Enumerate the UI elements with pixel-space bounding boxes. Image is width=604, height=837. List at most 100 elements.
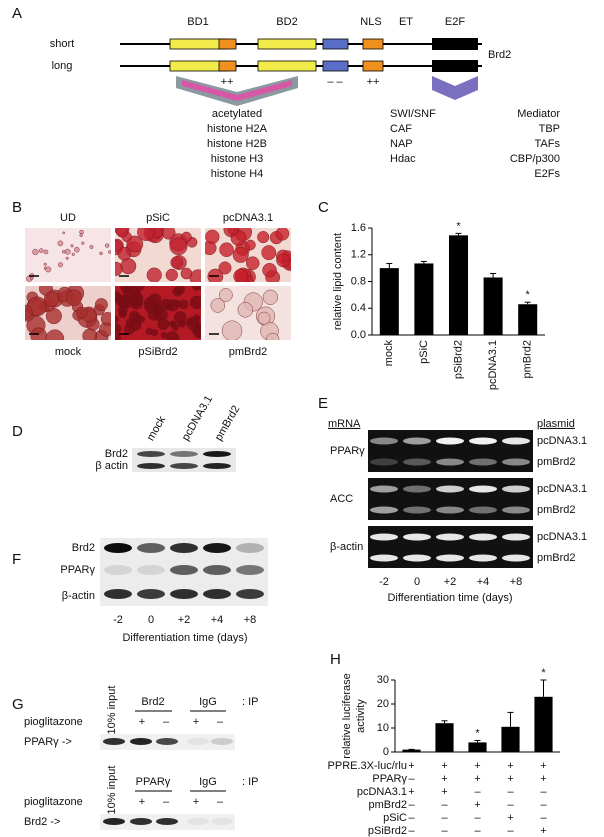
bd-partner: histone H3 (211, 153, 264, 165)
cell (146, 267, 162, 282)
cell (160, 298, 172, 311)
band (170, 589, 198, 599)
panel-label: F (12, 551, 21, 568)
cell (43, 291, 60, 307)
cell (108, 250, 111, 254)
cell (192, 286, 201, 291)
bar (435, 723, 454, 752)
cell (245, 239, 256, 251)
sign: – (474, 786, 481, 798)
band (236, 543, 264, 553)
input-label: 10% input (106, 766, 118, 815)
blue-box (322, 60, 349, 72)
time-label: +4 (477, 576, 490, 588)
y-axis-label: relative lipid content (332, 233, 344, 330)
sign: + (540, 825, 546, 837)
band (211, 818, 233, 825)
gel-band (502, 458, 530, 466)
y-axis-label: activity (355, 699, 367, 733)
cell (205, 229, 220, 244)
cell (76, 306, 88, 319)
gel-band (502, 506, 530, 514)
sign: – (540, 799, 547, 811)
cell (210, 298, 225, 313)
sign: – (163, 716, 170, 728)
band (236, 565, 264, 575)
gel-band (370, 485, 398, 493)
panel-label: E (318, 395, 328, 412)
row-label: long (52, 60, 73, 72)
cells (210, 288, 280, 340)
column-header: mRNA (328, 418, 361, 430)
band (137, 543, 165, 553)
condition-label: pSiC (383, 812, 407, 824)
band (156, 738, 178, 745)
gel (368, 430, 533, 472)
cell (115, 315, 119, 324)
time-label: 0 (148, 614, 154, 626)
orange-box (218, 60, 237, 72)
gel-band (502, 533, 530, 541)
antibody-label: PPARγ (136, 776, 171, 788)
target-label: Brd2 -> (24, 816, 60, 828)
bar (402, 749, 421, 752)
cell (257, 231, 270, 244)
panel-label: B (12, 199, 22, 216)
bd2-box (257, 38, 317, 50)
time-label: 0 (414, 576, 420, 588)
sign: + (474, 799, 480, 811)
band (137, 451, 165, 457)
cell (89, 245, 94, 249)
sign: + (193, 716, 199, 728)
gel-band (469, 485, 497, 493)
gel-band (403, 458, 431, 466)
cells (115, 228, 201, 282)
bd-partner: acetylated (212, 108, 262, 120)
cell (119, 309, 127, 317)
cell (186, 318, 193, 325)
ip-label: : IP (242, 696, 259, 708)
band (170, 463, 198, 469)
input-label: 10% input (106, 686, 118, 735)
plasmid-label: pmBrd2 (537, 504, 576, 516)
band (170, 543, 198, 553)
cell (30, 327, 47, 340)
y-tick-label: 1.6 (351, 222, 366, 234)
sign: – (441, 799, 448, 811)
band (104, 565, 132, 575)
y-tick-label: 20 (377, 698, 389, 710)
et-partner: Hdac (390, 153, 416, 165)
e2f-chevron (432, 76, 478, 100)
cell (71, 252, 75, 256)
image-label: pmBrd2 (229, 346, 268, 358)
micrograph (25, 228, 111, 282)
cell (30, 276, 34, 280)
sign: – (540, 786, 547, 798)
cells (25, 286, 111, 340)
et-partner: NAP (390, 138, 413, 150)
x-tick-label: pSiBrd2 (452, 340, 464, 379)
blue-box (322, 38, 349, 50)
cell (275, 228, 290, 241)
cell (81, 241, 85, 245)
target-label: PPARγ -> (24, 736, 72, 748)
bar (501, 726, 520, 752)
sign: – (408, 825, 415, 837)
sign: + (507, 773, 513, 785)
band (137, 589, 165, 599)
band (103, 818, 125, 825)
y-tick-label: 10 (377, 722, 389, 734)
cell (232, 246, 249, 263)
sign: – (540, 812, 547, 824)
bar (483, 277, 503, 335)
bar (379, 268, 399, 335)
antibody-label: IgG (199, 696, 217, 708)
band (211, 738, 233, 745)
treatment-label: pioglitazone (24, 716, 83, 728)
axis-title: Differentiation time (days) (387, 592, 512, 604)
domain-label: BD2 (276, 16, 297, 28)
gel-band (469, 437, 497, 445)
band (187, 738, 209, 745)
time-label: +8 (244, 614, 257, 626)
